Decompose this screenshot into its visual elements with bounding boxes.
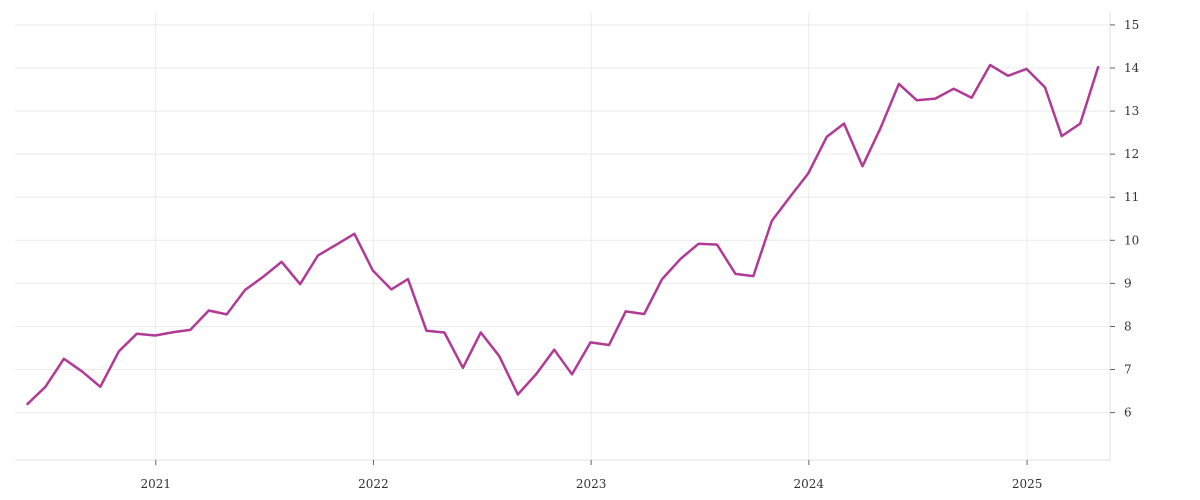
y-tick-label: 9 [1124,276,1132,290]
y-tick-label: 14 [1124,61,1140,75]
y-tick-label: 7 [1124,363,1132,377]
series-line [26,63,1100,406]
y-tick-label: 15 [1124,18,1139,32]
y-axis-ticks: 6 7 8 9 10 11 12 13 14 15 [1110,18,1140,420]
y-tick-label: 8 [1124,319,1132,333]
x-tick-label: 2022 [358,477,389,491]
x-tick-label: 2025 [1012,477,1043,491]
horizontal-gridlines [15,24,1110,414]
x-tick-label: 2024 [794,477,825,491]
y-tick-label: 13 [1124,104,1139,118]
vertical-gridlines [155,12,1028,460]
y-tick-label: 6 [1124,406,1132,420]
x-tick-label: 2023 [576,477,607,491]
y-tick-label: 10 [1124,233,1139,247]
y-tick-label: 12 [1124,147,1139,161]
y-tick-label: 11 [1124,190,1139,204]
x-tick-label: 2021 [140,477,171,491]
x-axis-ticks: 2021 2022 2023 2024 2025 [140,460,1042,491]
